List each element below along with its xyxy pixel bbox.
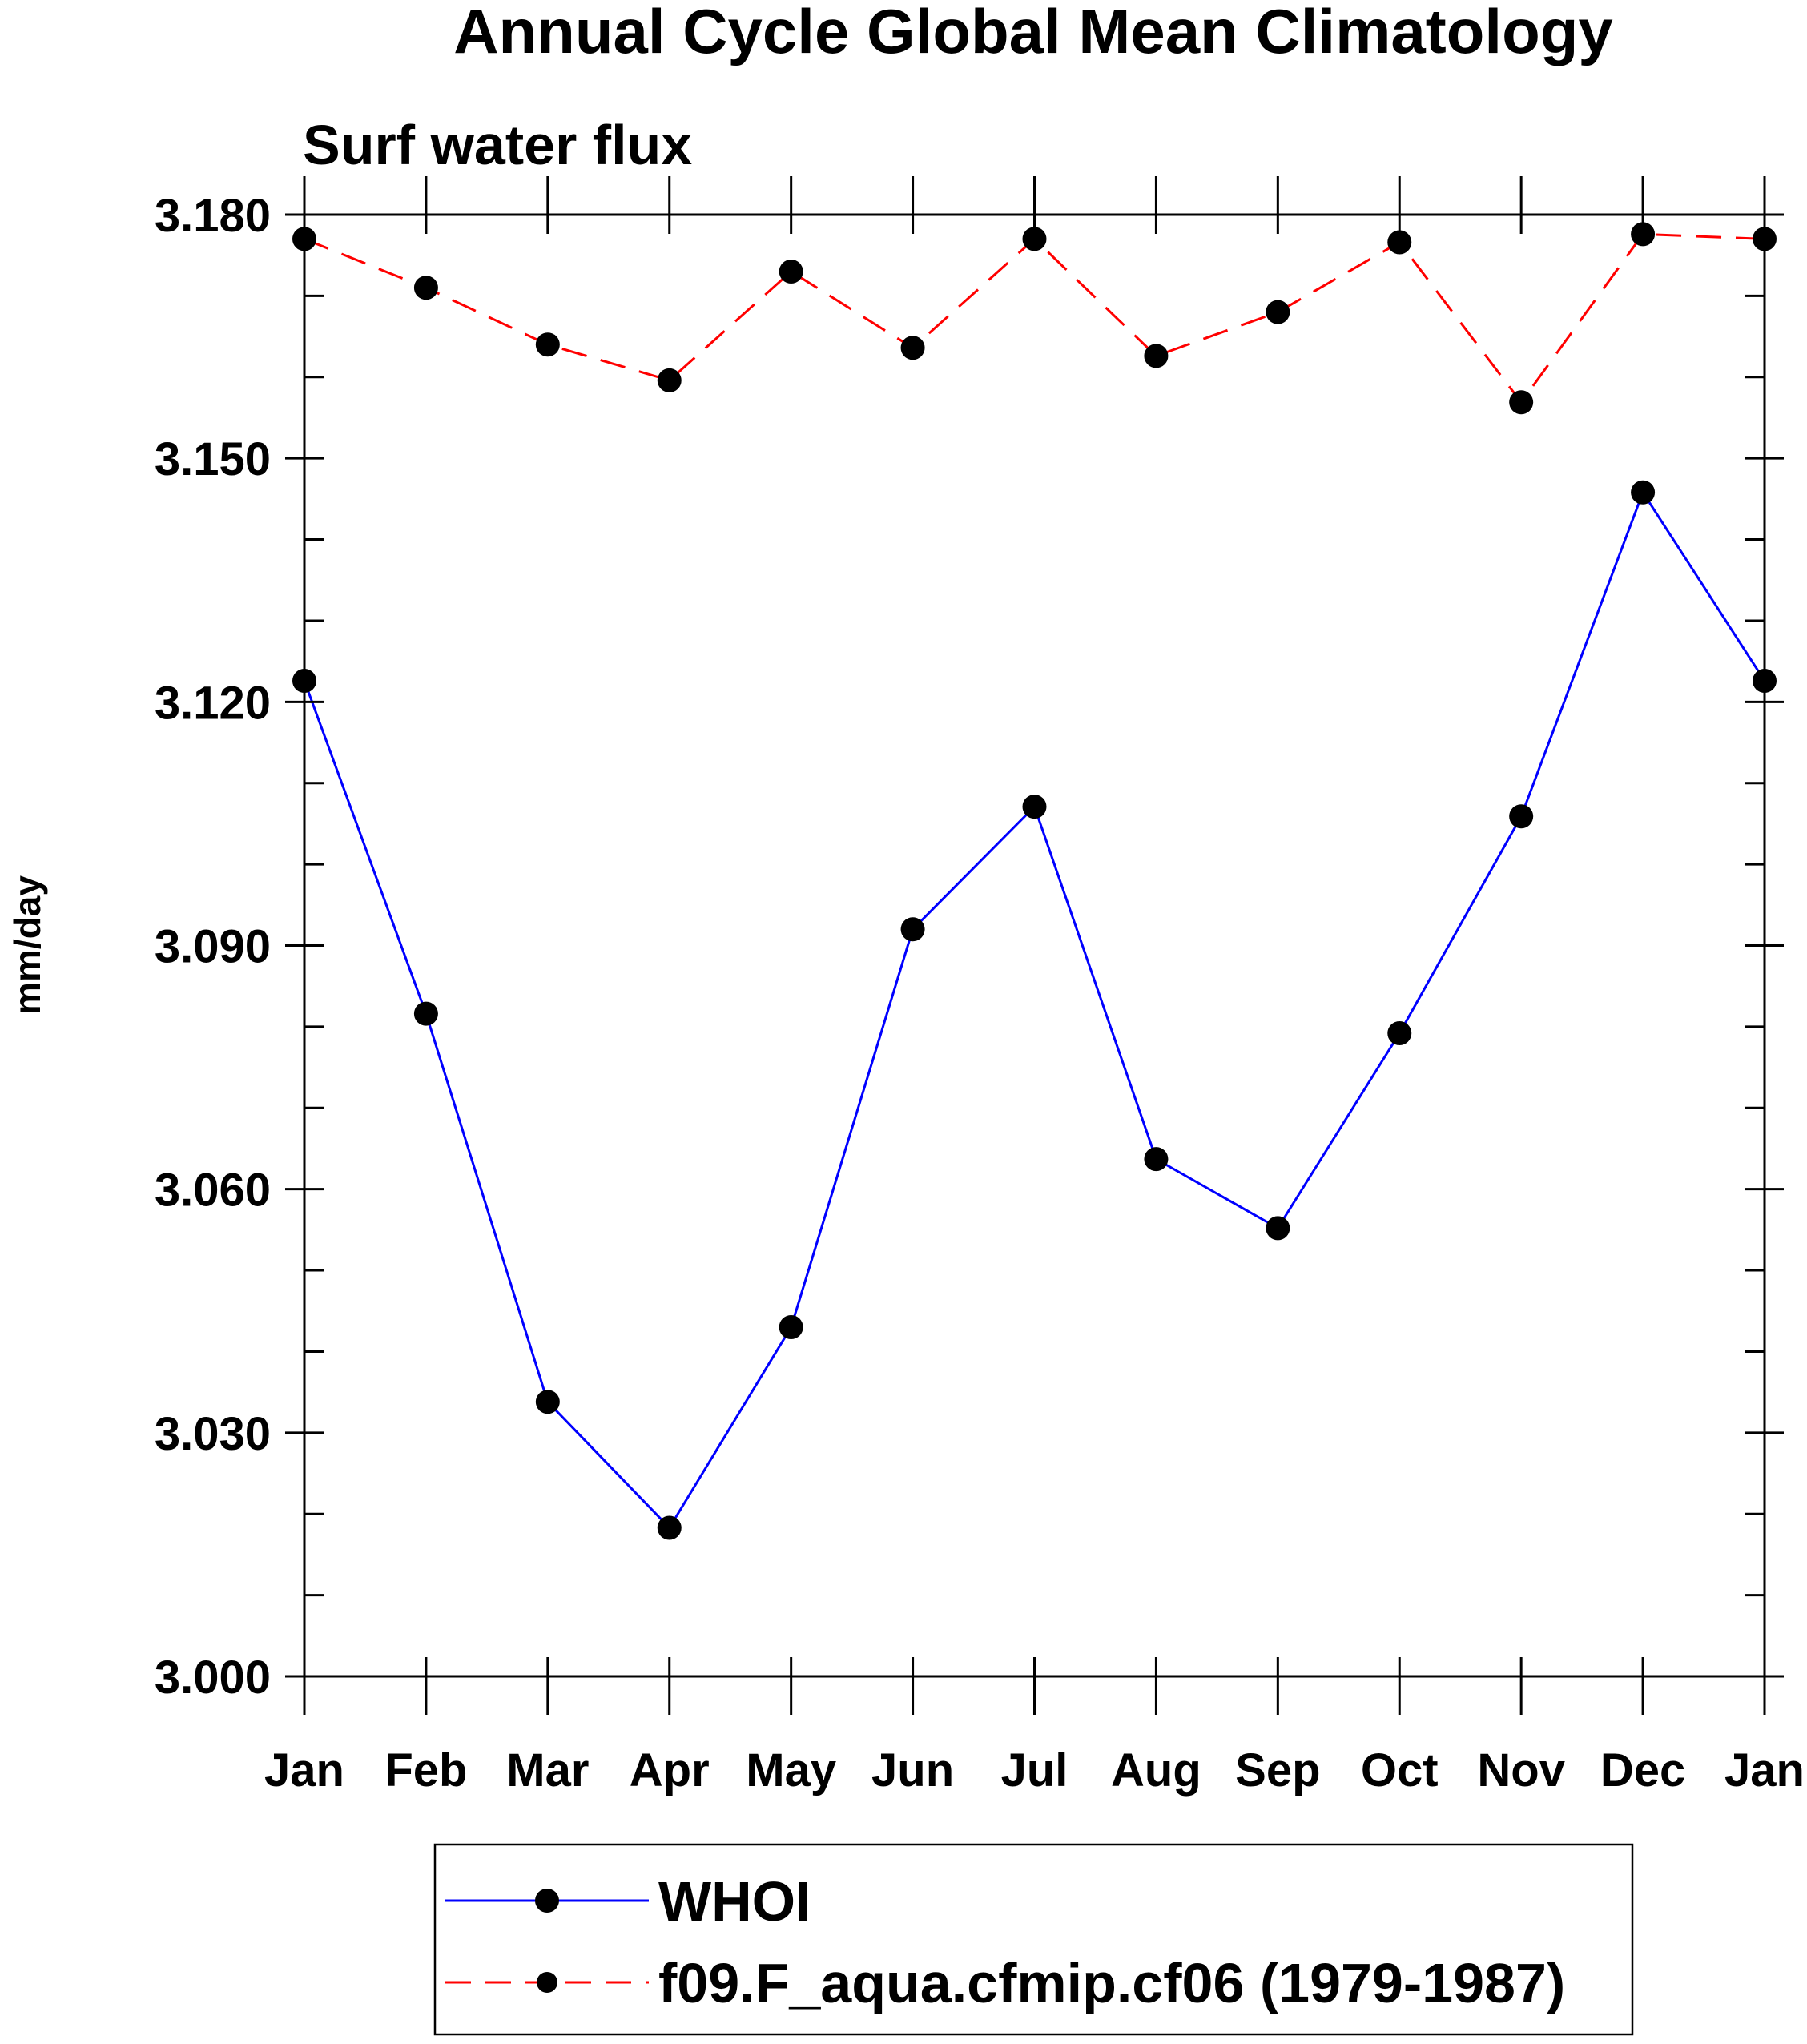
- x-tick-label: Jun: [871, 1744, 954, 1797]
- x-tick-label: Jan: [1724, 1744, 1805, 1797]
- x-tick-label: Oct: [1361, 1744, 1439, 1797]
- x-tick-label: Jan: [264, 1744, 344, 1797]
- legend-marker-1: [535, 1889, 559, 1913]
- series-2-point: [1631, 222, 1656, 247]
- series-2-point: [413, 276, 438, 300]
- x-tick-label: Aug: [1111, 1744, 1201, 1797]
- x-tick-label: Nov: [1477, 1744, 1565, 1797]
- y-tick-label: 3.180: [155, 190, 271, 242]
- series-1-point: [1631, 480, 1656, 505]
- y-tick-label: 3.150: [155, 433, 271, 485]
- series-line-2: [304, 232, 1765, 404]
- plot-frame: [303, 213, 1766, 1678]
- series-1-point: [657, 1515, 682, 1540]
- series-1-point: [535, 1390, 560, 1414]
- legend-box: [433, 1843, 1634, 2036]
- x-tick-label: Mar: [506, 1744, 589, 1797]
- series-2-point: [779, 259, 803, 284]
- series-1-point: [1266, 1216, 1290, 1241]
- series-line-1: [303, 489, 1766, 1530]
- y-tick-label: 3.120: [155, 677, 271, 729]
- series-1-point: [1509, 804, 1534, 829]
- series-1-point: [413, 1001, 438, 1026]
- series-1-point: [900, 917, 925, 942]
- series-2-point: [1022, 227, 1047, 251]
- series-1-point: [1144, 1147, 1169, 1172]
- x-tick-label: Feb: [384, 1744, 467, 1797]
- y-axis-label: mm/day: [6, 875, 48, 1015]
- legend-marker-2: [537, 1972, 557, 1993]
- chart-title: Annual Cycle Global Mean Climatology: [453, 0, 1613, 66]
- y-tick-label: 3.090: [155, 921, 271, 973]
- series-1-point: [1022, 795, 1047, 819]
- x-tick-label: Apr: [630, 1744, 710, 1797]
- chart-subtitle: Surf water flux: [303, 114, 692, 176]
- legend: WHOI f09.F_aqua.cfmip.cf06 (1979-1987): [433, 1843, 1634, 2036]
- x-tick-label: May: [746, 1744, 836, 1797]
- series-2-point: [1509, 390, 1534, 415]
- legend-label-1: WHOI: [658, 1870, 811, 1933]
- series-2-point: [657, 368, 682, 392]
- series-1-point: [779, 1315, 803, 1340]
- y-tick-label: 3.000: [155, 1652, 271, 1704]
- series-2-point: [535, 332, 560, 357]
- series-layer: [292, 222, 1777, 1540]
- series-2-point: [900, 336, 925, 360]
- legend-label-2: f09.F_aqua.cfmip.cf06 (1979-1987): [658, 1952, 1565, 2014]
- x-tick-label: Jul: [1001, 1744, 1069, 1797]
- series-2-point: [1387, 230, 1412, 255]
- x-tick-label: Sep: [1235, 1744, 1320, 1797]
- series-2-point: [1266, 300, 1290, 324]
- y-tick-label: 3.060: [155, 1165, 271, 1217]
- series-1-point: [1387, 1021, 1412, 1045]
- x-tick-label: Dec: [1600, 1744, 1685, 1797]
- y-tick-label: 3.030: [155, 1408, 271, 1460]
- axes-layer: 3.000 3.030 3.060 3.090 3.120 3.150 3.180 Jan Fe…: [155, 176, 1805, 1797]
- series-2-point: [1144, 344, 1169, 368]
